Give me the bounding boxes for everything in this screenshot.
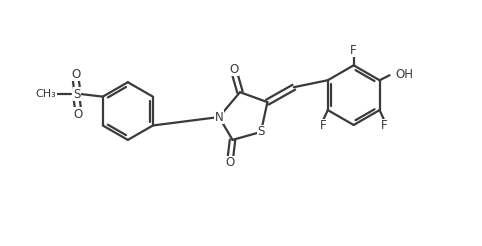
- Text: CH₃: CH₃: [36, 89, 56, 99]
- Text: OH: OH: [396, 68, 414, 81]
- Text: N: N: [214, 110, 224, 123]
- Text: O: O: [226, 156, 235, 169]
- Text: O: O: [71, 68, 80, 81]
- Text: F: F: [320, 120, 326, 133]
- Text: S: S: [257, 125, 265, 138]
- Text: F: F: [350, 44, 357, 57]
- Text: S: S: [73, 88, 80, 101]
- Text: O: O: [229, 63, 239, 76]
- Text: O: O: [73, 108, 82, 121]
- Text: F: F: [381, 120, 388, 133]
